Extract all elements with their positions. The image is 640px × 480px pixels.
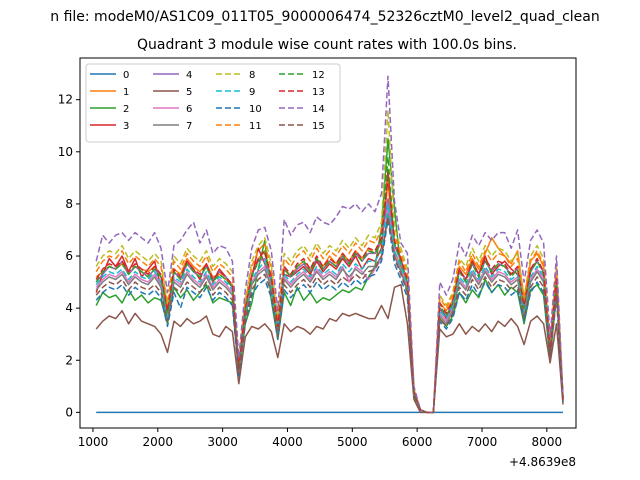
legend-label-7: 7 xyxy=(186,121,192,132)
y-tick-label: 10 xyxy=(58,145,73,159)
legend-label-11: 11 xyxy=(249,121,262,132)
y-tick-label: 8 xyxy=(65,197,73,211)
legend-label-9: 9 xyxy=(249,87,255,98)
plot-frame xyxy=(79,57,577,429)
y-tick-label: 0 xyxy=(65,405,73,419)
x-axis: 1000 2000 3000 4000 5000 6000 7000 8000 xyxy=(78,428,562,449)
y-tick-label: 2 xyxy=(65,353,73,367)
x-tick-label: 2000 xyxy=(143,435,174,449)
y-tick-label: 6 xyxy=(65,249,73,263)
legend-label-2: 2 xyxy=(123,104,129,115)
x-tick-label: 7000 xyxy=(467,435,498,449)
series-line-8 xyxy=(95,109,564,414)
legend-label-15: 15 xyxy=(312,121,325,132)
figure-suptitle: n file: modeM0/AS1C09_011T05_9000006474_… xyxy=(50,9,599,25)
series-line-15 xyxy=(95,216,564,414)
y-tick-label: 4 xyxy=(65,301,73,315)
series-line-13 xyxy=(95,177,564,414)
legend-label-5: 5 xyxy=(186,87,192,98)
chart-title: Quadrant 3 module wise count rates with … xyxy=(137,37,517,53)
legend-label-12: 12 xyxy=(312,70,325,81)
series-line-11 xyxy=(95,177,564,414)
x-tick-label: 4000 xyxy=(272,435,303,449)
x-tick-label: 3000 xyxy=(207,435,238,449)
x-tick-label: 8000 xyxy=(532,435,563,449)
legend-label-3: 3 xyxy=(123,121,129,132)
y-tick-label: 12 xyxy=(58,93,73,107)
x-tick-label: 1000 xyxy=(78,435,109,449)
x-tick-label: 5000 xyxy=(337,435,368,449)
legend-label-10: 10 xyxy=(249,104,262,115)
series-line-7 xyxy=(95,213,564,414)
series-line-5 xyxy=(95,283,564,414)
legend-box xyxy=(85,63,341,143)
legend-label-0: 0 xyxy=(123,70,129,81)
series-line-10 xyxy=(95,218,564,414)
series-line-14 xyxy=(95,75,564,414)
legend-label-13: 13 xyxy=(312,87,325,98)
series-lines xyxy=(95,75,564,414)
legend-label-1: 1 xyxy=(123,87,129,98)
y-axis: 0 2 4 6 8 10 12 xyxy=(58,93,80,419)
legend-label-4: 4 xyxy=(186,70,192,81)
legend-label-6: 6 xyxy=(186,104,192,115)
series-line-9 xyxy=(95,203,564,414)
legend-label-8: 8 xyxy=(249,70,255,81)
x-axis-offset-label: +4.8639e8 xyxy=(509,455,576,469)
x-tick-label: 6000 xyxy=(402,435,433,449)
legend-label-14: 14 xyxy=(312,104,325,115)
